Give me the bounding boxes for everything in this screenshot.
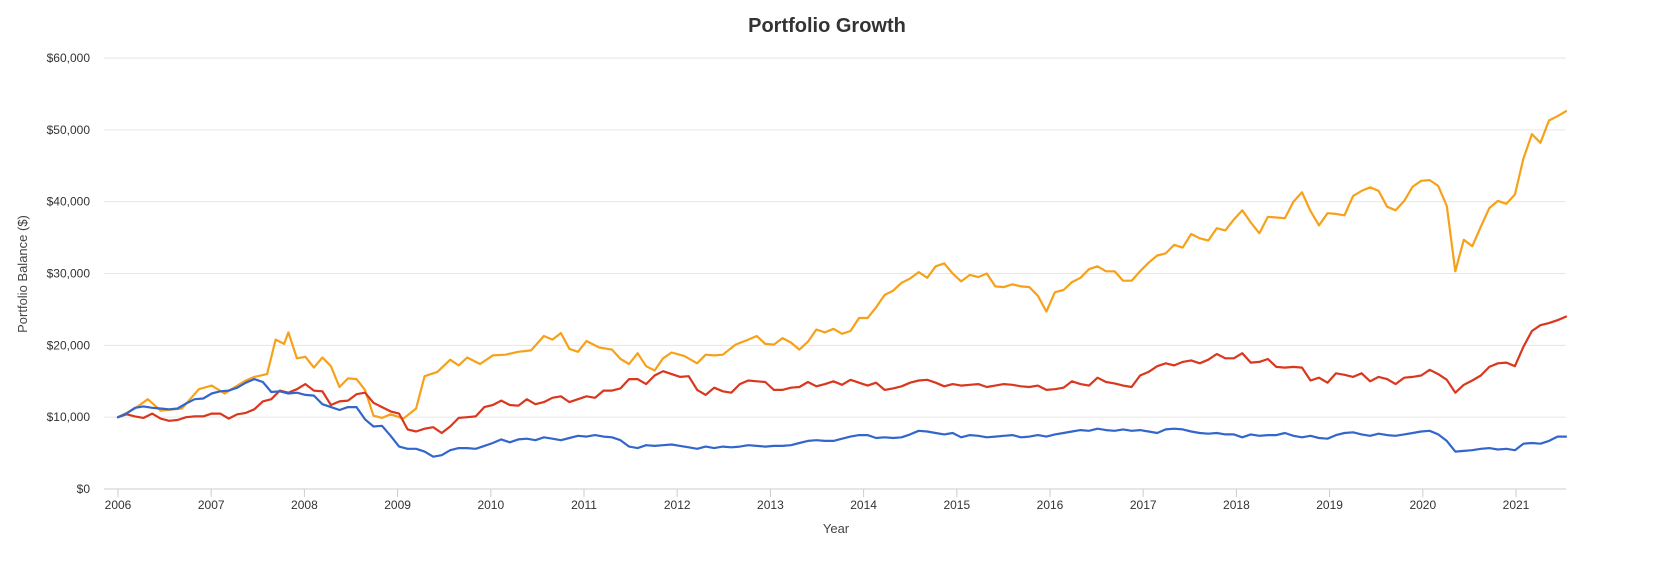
x-tick-label: 2008	[291, 498, 318, 512]
series-layer	[116, 110, 1568, 458]
x-tick-label: 2011	[571, 498, 597, 512]
y-tick-label: $20,000	[47, 338, 91, 352]
y-tick-label: $40,000	[47, 195, 91, 209]
x-tick-label: 2017	[1130, 498, 1157, 512]
chart-title: Portfolio Growth	[748, 15, 906, 37]
x-tick-label: 2014	[850, 498, 877, 512]
x-tick-label: 2020	[1409, 498, 1436, 512]
x-tick-label: 2012	[664, 498, 691, 512]
x-tick-label: 2006	[105, 498, 132, 512]
x-tick-label: 2021	[1503, 498, 1530, 512]
y-tick-label: $10,000	[47, 410, 91, 424]
y-axis-title: Portfolio Balance ($)	[15, 215, 30, 333]
x-tick-label: 2018	[1223, 498, 1250, 512]
x-tick-label: 2016	[1037, 498, 1064, 512]
y-tick-label: $50,000	[47, 123, 91, 137]
axes: $0 $10,000 $20,000 $30,000 $40,000 $50,000 $60…	[47, 51, 1566, 512]
x-tick-label: 2010	[477, 498, 504, 512]
series-line-3	[116, 378, 1568, 458]
series-line-1	[116, 110, 1568, 420]
x-tick-label: 2015	[943, 498, 970, 512]
x-tick-label: 2009	[384, 498, 411, 512]
x-tick-label: 2013	[757, 498, 784, 512]
y-tick-label: $30,000	[47, 267, 91, 281]
y-tick-label: $60,000	[47, 51, 91, 65]
x-axis-title: Year	[823, 521, 850, 536]
grid	[104, 57, 1566, 418]
x-tick-label: 2019	[1316, 498, 1343, 512]
x-tick-label: 2007	[198, 498, 225, 512]
series-line-2	[116, 315, 1568, 435]
y-tick-label: $0	[77, 482, 91, 496]
